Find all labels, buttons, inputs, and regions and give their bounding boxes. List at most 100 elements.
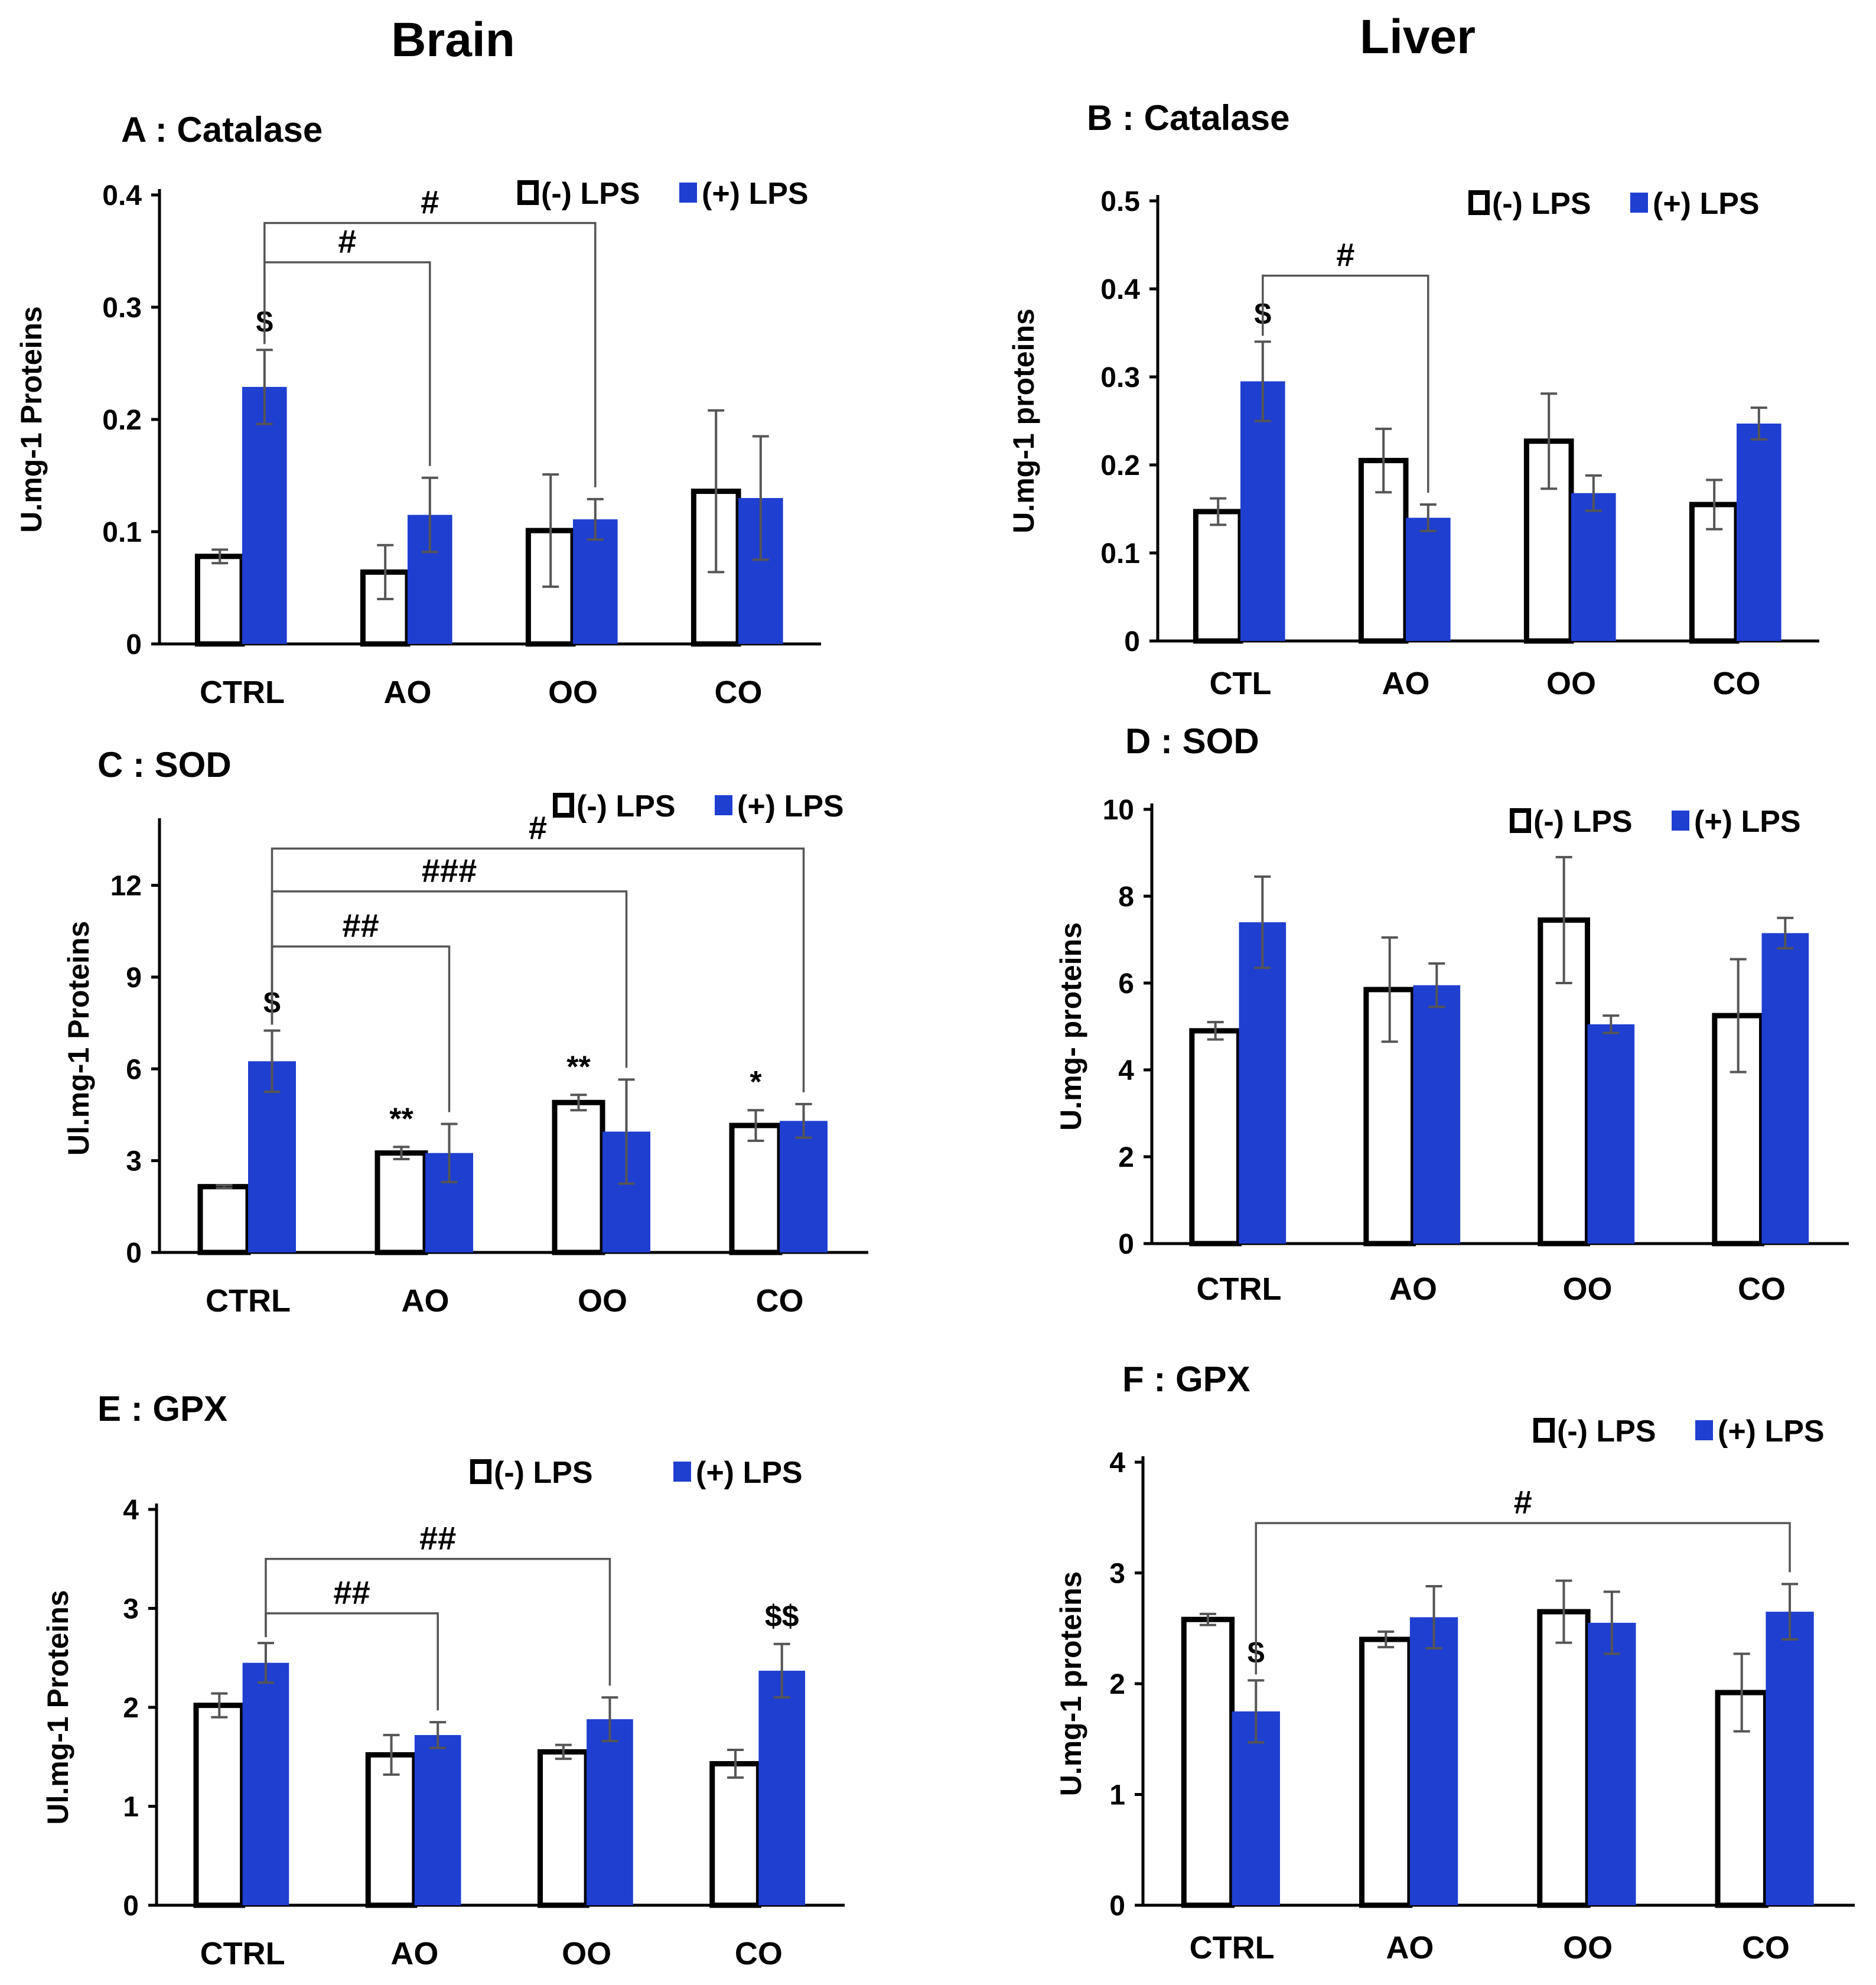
- y-tick-label: 3: [126, 1146, 142, 1177]
- comparison-bracket: [265, 1612, 439, 1711]
- y-tick-label: 0.2: [1100, 450, 1140, 481]
- comparison-bracket: [263, 261, 431, 466]
- significance-mark: *: [750, 1065, 762, 1099]
- legend-swatch-pos-lps: [1695, 1420, 1713, 1440]
- bracket-label: ##: [419, 1519, 456, 1557]
- bar-neg-lps: [552, 1099, 605, 1255]
- bar-neg-lps: [729, 1122, 783, 1255]
- bar-pos-lps: [1240, 381, 1285, 641]
- legend-swatch-neg-lps: [1533, 1418, 1555, 1443]
- y-tick-label: 0.5: [1100, 186, 1140, 217]
- bar-neg-lps: [365, 1752, 418, 1908]
- y-tick-label: 9: [126, 962, 142, 994]
- panel-d-sod-liver: D : SOD U.mg- proteins 0 2 4 6 8 10 CTRL AO OO CO (-…: [1054, 721, 1849, 1307]
- x-tick-label: AO: [1389, 1271, 1437, 1307]
- bar-pos-lps: [758, 1671, 806, 1905]
- bar-neg-lps: [1537, 1609, 1591, 1908]
- y-tick-label: 0: [126, 629, 142, 660]
- bar-pos-lps: [248, 1061, 296, 1252]
- bar-pos-lps: [587, 1719, 633, 1905]
- y-tick-label: 0: [1118, 1229, 1134, 1260]
- y-axis-label: U.mg- proteins: [1054, 922, 1087, 1131]
- legend-label-pos-lps: (+) LPS: [696, 1456, 803, 1490]
- bracket-label: #: [529, 809, 547, 846]
- x-tick-label: OO: [1563, 1930, 1613, 1966]
- y-tick-label: 0.3: [1100, 362, 1140, 393]
- legend-swatch-neg-lps: [1468, 190, 1490, 215]
- panel-title: A : Catalase: [121, 110, 323, 149]
- x-tick-label: CTRL: [200, 1936, 285, 1971]
- bracket-label: #: [338, 223, 356, 260]
- y-tick-label: 0: [1124, 626, 1140, 658]
- y-axis-label: Ul.mg-1 Proteins: [41, 1590, 74, 1824]
- legend-label-pos-lps: (+) LPS: [737, 789, 844, 824]
- y-tick-label: 8: [1118, 881, 1134, 913]
- y-tick-label: 0.2: [102, 405, 142, 436]
- y-tick-label: 2: [1109, 1669, 1125, 1700]
- x-tick-label: OO: [562, 1936, 611, 1971]
- x-tick-label: AO: [402, 1283, 450, 1319]
- x-tick-label: AO: [390, 1936, 438, 1971]
- x-tick-label: CO: [756, 1283, 804, 1319]
- comparison-bracket: [1255, 1522, 1791, 1675]
- panel-title: B : Catalase: [1087, 98, 1289, 138]
- panel-title: F : GPX: [1122, 1359, 1250, 1399]
- bracket-label: ##: [342, 907, 379, 944]
- legend-label-pos-lps: (+) LPS: [1653, 187, 1760, 221]
- x-tick-label: OO: [1546, 666, 1596, 701]
- legend-swatch-pos-lps: [679, 183, 697, 203]
- bracket-label: ##: [333, 1574, 370, 1611]
- significance-mark: $$: [765, 1599, 799, 1633]
- legend-swatch-neg-lps: [470, 1459, 491, 1484]
- comparison-bracket: [271, 847, 805, 1092]
- y-tick-label: 0: [123, 1890, 139, 1922]
- y-tick-label: 0.1: [102, 517, 142, 548]
- y-tick-label: 4: [123, 1495, 139, 1526]
- y-axis-label: U.mg-1 proteins: [1054, 1571, 1087, 1797]
- bar-pos-lps: [1409, 1617, 1458, 1905]
- x-tick-label: CO: [715, 675, 763, 710]
- y-tick-label: 0: [1109, 1890, 1125, 1922]
- bar-neg-lps: [374, 1150, 428, 1255]
- bar-neg-lps: [1359, 1636, 1413, 1908]
- y-tick-label: 4: [1118, 1055, 1134, 1086]
- bar-pos-lps: [242, 1662, 289, 1905]
- comparison-bracket: [263, 222, 597, 487]
- x-tick-label: CO: [1738, 1271, 1786, 1307]
- bar-pos-lps: [1737, 423, 1781, 641]
- bar-pos-lps: [1232, 1711, 1280, 1905]
- bar-neg-lps: [194, 554, 245, 647]
- x-tick-label: AO: [384, 675, 432, 710]
- bar-neg-lps: [1189, 1028, 1242, 1247]
- y-tick-label: 0.4: [1100, 274, 1140, 305]
- x-tick-label: AO: [1382, 666, 1430, 701]
- bracket-label: #: [421, 184, 439, 221]
- comparison-bracket: [271, 945, 451, 1112]
- x-tick-label: CO: [1713, 666, 1761, 701]
- y-tick-label: 2: [1118, 1142, 1134, 1173]
- y-tick-label: 3: [1109, 1558, 1125, 1590]
- bar-neg-lps: [1181, 1616, 1235, 1908]
- y-tick-label: 0.4: [102, 180, 142, 211]
- comparison-bracket: [265, 1558, 611, 1686]
- bar-neg-lps: [709, 1761, 761, 1908]
- y-tick-label: 2: [123, 1693, 139, 1724]
- legend-swatch-pos-lps: [1672, 811, 1689, 831]
- y-axis-label: U.mg-1 Proteins: [15, 306, 48, 532]
- panel-b-catalase-liver: B : Catalase U.mg-1 proteins 0 0.1 0.2 0.3 0.4…: [1007, 98, 1819, 701]
- x-tick-label: CTL: [1210, 666, 1272, 701]
- y-tick-label: 0.3: [102, 292, 142, 324]
- bar-pos-lps: [242, 386, 287, 644]
- legend-label-neg-lps: (-) LPS: [494, 1456, 593, 1490]
- y-tick-label: 6: [1118, 968, 1134, 1000]
- y-tick-label: 4: [1109, 1447, 1125, 1479]
- legend-label-pos-lps: (+) LPS: [1718, 1414, 1825, 1449]
- x-tick-label: CO: [1742, 1930, 1790, 1966]
- column-title-brain: Brain: [391, 13, 515, 67]
- panel-title: E : GPX: [97, 1389, 227, 1428]
- bar-pos-lps: [1587, 1024, 1635, 1244]
- panel-title: D : SOD: [1125, 721, 1259, 761]
